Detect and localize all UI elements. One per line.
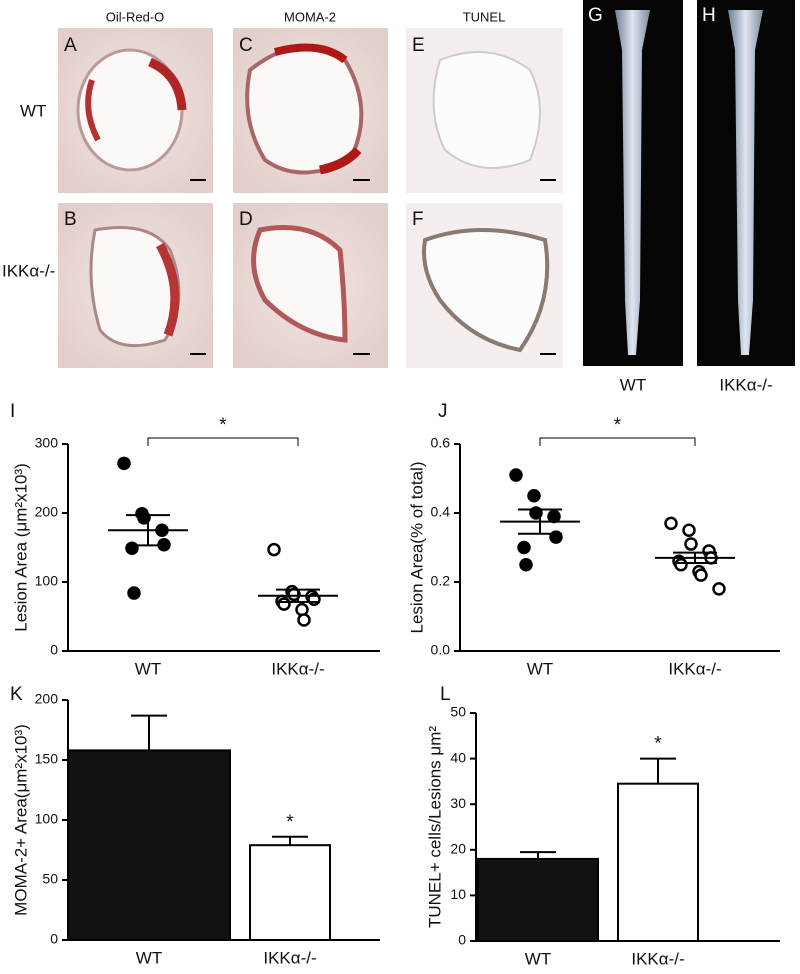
y-tick-label: 200	[35, 691, 59, 707]
data-point	[674, 558, 688, 572]
data-point	[517, 540, 531, 555]
y-tick-label: 0.0	[431, 642, 451, 658]
x-tick-label: WT	[527, 659, 553, 678]
panel-label: D	[239, 209, 253, 230]
data-point	[684, 537, 698, 551]
sem-bar	[276, 588, 320, 604]
micrograph	[406, 203, 563, 368]
error-bar	[272, 835, 308, 846]
panel-label: A	[64, 35, 77, 56]
x-tick-label: WT	[135, 659, 161, 678]
column-label: Oil-Red-O	[106, 9, 165, 24]
micrograph	[233, 28, 388, 193]
significance-bracket	[147, 437, 299, 446]
y-tick-label: 100	[35, 573, 59, 589]
row-label: WT	[20, 101, 46, 120]
data-point	[527, 489, 541, 503]
y-tick-label: 200	[35, 504, 59, 520]
aorta	[615, 10, 650, 355]
y-axis-label: MOMA-2+ Area(μm²x10³)	[11, 724, 30, 916]
panel-label: B	[64, 209, 77, 230]
y-tick-label: 40	[450, 749, 466, 765]
y-tick-label: 300	[35, 435, 59, 451]
panel-label: H	[702, 5, 716, 26]
panel-label: K	[10, 684, 23, 705]
bar	[477, 857, 599, 942]
y-tick-label: 0.6	[431, 435, 451, 451]
y-axis-label: Lesion Area(% of total)	[407, 462, 426, 634]
y-tick-label: 0.4	[431, 504, 451, 520]
data-point	[127, 586, 141, 600]
bar	[67, 749, 231, 942]
data-point	[297, 613, 311, 627]
y-tick-label: 0	[458, 932, 466, 948]
x-tick-label: IKKα-/-	[263, 948, 316, 967]
y-axis-label: Lesion Area (μm²x10³)	[11, 463, 30, 632]
panel-label: E	[412, 35, 425, 56]
column-label: TUNEL	[463, 9, 506, 24]
panel-label: L	[440, 684, 451, 705]
panel-label: C	[239, 35, 253, 56]
y-tick-label: 0	[50, 931, 58, 947]
error-bar	[520, 851, 556, 859]
sem-bar	[126, 514, 170, 547]
panel-label: F	[412, 209, 424, 230]
row-label: IKKα-/-	[2, 261, 55, 280]
bar	[249, 844, 331, 942]
y-tick-label: 0.2	[431, 573, 451, 589]
data-point	[694, 568, 708, 582]
y-tick-label: 0	[50, 642, 58, 658]
y-tick-label: 50	[450, 704, 466, 720]
bar	[617, 782, 699, 942]
y-tick-label: 50	[42, 871, 58, 887]
data-point	[509, 468, 523, 482]
y-tick-label: 150	[35, 751, 59, 767]
data-point	[519, 558, 533, 572]
data-point	[125, 541, 139, 555]
significance-mark: *	[654, 734, 662, 755]
x-tick-label: IKKα-/-	[631, 949, 684, 968]
micrograph	[58, 203, 213, 368]
error-bar	[640, 757, 676, 784]
y-axis-label: TUNEL+ cells/Lesions μm²	[425, 726, 444, 928]
aorta-label: WT	[620, 375, 646, 394]
y-tick-label: 100	[35, 811, 59, 827]
panel-label: G	[588, 5, 603, 26]
panel-label: I	[10, 401, 15, 422]
y-tick-label: 20	[450, 841, 466, 857]
data-point	[712, 582, 726, 596]
significance-mark: *	[614, 415, 622, 436]
x-tick-label: IKKα-/-	[668, 659, 721, 678]
data-point	[295, 602, 309, 617]
y-tick-label: 30	[450, 795, 466, 811]
data-point	[117, 456, 131, 471]
sem-bar	[673, 551, 717, 565]
micrograph	[233, 203, 388, 368]
micrograph	[58, 28, 213, 193]
x-tick-label: WT	[136, 948, 162, 967]
significance-bracket	[539, 437, 696, 446]
y-tick-label: 10	[450, 886, 466, 902]
x-tick-label: WT	[525, 949, 551, 968]
data-point	[277, 597, 291, 611]
data-point	[682, 523, 696, 537]
error-bar	[131, 714, 167, 751]
significance-mark: *	[219, 415, 227, 436]
data-point	[664, 516, 678, 531]
column-label: MOMA-2	[284, 9, 336, 24]
micrograph-grid: Oil-Red-O MOMA-2 TUNEL WT IKKα-/- A B C …	[2, 0, 795, 394]
aorta-label: IKKα-/-	[719, 375, 772, 394]
sem-bar	[518, 508, 562, 535]
data-point	[267, 542, 281, 557]
micrograph	[406, 28, 563, 193]
aorta	[728, 10, 763, 355]
panel-label: J	[438, 401, 448, 422]
x-tick-label: IKKα-/-	[271, 659, 324, 678]
data-point	[547, 509, 561, 524]
significance-mark: *	[286, 812, 294, 833]
